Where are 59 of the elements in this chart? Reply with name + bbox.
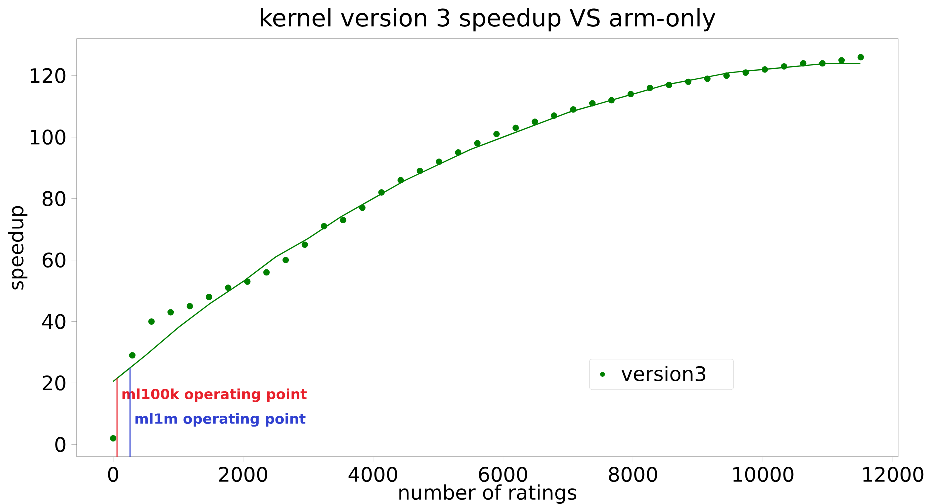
point <box>704 76 711 82</box>
point <box>589 100 596 107</box>
point <box>646 84 654 92</box>
point <box>398 177 404 184</box>
point <box>264 269 270 276</box>
point <box>168 309 174 316</box>
y-tick-label: 60 <box>42 252 66 268</box>
point <box>206 294 212 300</box>
point <box>244 278 251 286</box>
point <box>819 60 826 67</box>
legend-label: version3 <box>622 366 706 382</box>
point <box>416 168 424 174</box>
point <box>110 435 117 442</box>
y-tick-label: 20 <box>42 376 66 391</box>
x-tick-label: 12000 <box>864 467 924 482</box>
point <box>148 318 155 325</box>
y-tick-label: 40 <box>42 314 66 330</box>
x-tick-label: 10000 <box>734 467 794 482</box>
point <box>474 140 481 147</box>
point <box>685 78 692 86</box>
point <box>570 106 577 113</box>
chart-title: kernel version 3 speedup VS arm-only <box>261 8 716 32</box>
point <box>129 352 136 359</box>
point <box>186 303 194 310</box>
point <box>359 204 366 212</box>
x-tick-label: 2000 <box>219 467 268 482</box>
x-tick-label: 0 <box>108 467 118 482</box>
point <box>512 124 520 132</box>
point <box>838 57 846 64</box>
ref-line-label: ml1m operating point <box>136 413 306 427</box>
point <box>494 131 500 138</box>
point <box>378 189 385 196</box>
point <box>858 54 864 61</box>
point <box>800 60 807 67</box>
point <box>282 257 290 264</box>
point <box>302 242 308 248</box>
y-tick-label: 120 <box>30 68 66 84</box>
point <box>455 150 462 156</box>
point <box>532 118 538 126</box>
point <box>321 223 328 230</box>
point <box>762 66 768 73</box>
point <box>436 158 442 166</box>
point <box>781 63 788 70</box>
y-tick-label: 80 <box>42 191 66 206</box>
y-tick-label: 100 <box>30 130 66 145</box>
point <box>551 112 558 120</box>
x-tick-label: 6000 <box>479 467 528 482</box>
x-axis-title: number of ratings <box>400 484 577 504</box>
x-tick-label: 4000 <box>348 467 398 482</box>
point <box>628 91 634 98</box>
x-tick-label: 8000 <box>609 467 658 482</box>
point <box>666 82 672 88</box>
y-tick-label: 0 <box>56 437 66 452</box>
y-axis-title: speedup <box>8 206 28 290</box>
point <box>340 217 347 224</box>
point <box>742 70 750 76</box>
point <box>608 97 615 104</box>
point <box>225 284 232 292</box>
point <box>724 72 730 80</box>
